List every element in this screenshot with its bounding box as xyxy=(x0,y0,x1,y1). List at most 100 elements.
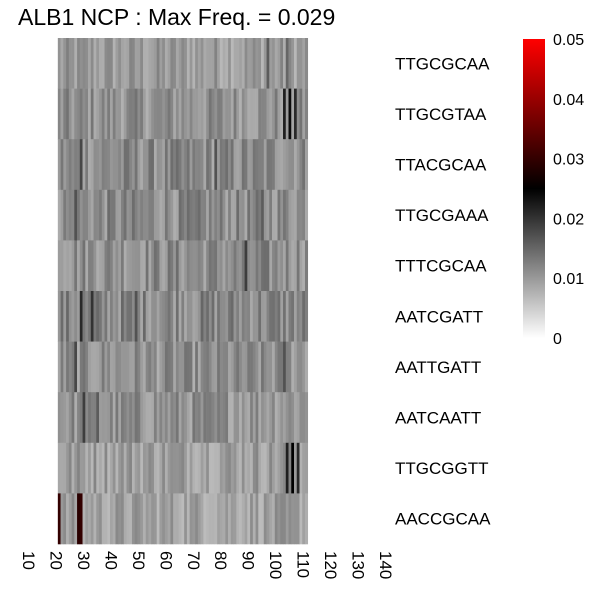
heatmap-cell xyxy=(118,240,122,292)
heatmap-cell xyxy=(250,442,254,494)
heatmap-cell xyxy=(299,442,303,494)
heatmap-cell xyxy=(236,38,240,89)
x-tick-label: 80 xyxy=(211,551,230,570)
heatmap-cell xyxy=(137,442,141,494)
heatmap-cell xyxy=(164,341,168,393)
heatmap-cell xyxy=(126,240,130,292)
heatmap-row xyxy=(57,341,309,393)
heatmap-cell xyxy=(230,38,234,89)
heatmap-cell xyxy=(68,240,72,292)
row-label: TTACGCAA xyxy=(395,156,487,175)
heatmap-cell xyxy=(145,493,149,545)
heatmap-cell xyxy=(112,88,116,140)
heatmap-cell xyxy=(296,341,300,393)
heatmap-cell xyxy=(247,88,251,140)
heatmap-cell xyxy=(175,442,179,494)
heatmap-cell xyxy=(63,291,67,342)
heatmap-cell xyxy=(63,139,67,191)
heatmap-cell xyxy=(230,240,234,292)
heatmap-cell xyxy=(74,88,78,140)
heatmap-cell xyxy=(112,189,116,241)
heatmap-cell xyxy=(250,38,254,89)
heatmap-cell xyxy=(214,291,218,342)
heatmap-cell xyxy=(255,139,259,191)
heatmap-cell xyxy=(263,341,267,393)
heatmap-cell xyxy=(167,392,171,444)
heatmap-cell xyxy=(225,493,229,545)
heatmap-cell xyxy=(162,442,166,494)
heatmap-cell xyxy=(148,442,152,494)
heatmap-cell xyxy=(291,392,295,444)
heatmap-cell xyxy=(140,341,144,393)
heatmap-cell xyxy=(208,139,212,191)
heatmap-cell xyxy=(88,392,92,444)
heatmap-cell xyxy=(162,392,166,444)
heatmap-cell xyxy=(68,392,72,444)
heatmap-cell xyxy=(189,240,193,292)
heatmap-cell xyxy=(217,442,221,494)
heatmap-cell xyxy=(283,88,287,140)
heatmap-cell xyxy=(115,493,119,545)
heatmap-cell xyxy=(285,139,289,191)
heatmap-cell xyxy=(99,38,103,89)
heatmap-cell xyxy=(233,38,237,89)
heatmap-cell xyxy=(304,493,309,545)
colorbar-tick-label: 0.01 xyxy=(553,271,584,288)
heatmap-cell xyxy=(304,240,309,292)
heatmap-cell xyxy=(115,240,119,292)
heatmap-cell xyxy=(195,88,199,140)
heatmap-cell xyxy=(82,493,86,545)
heatmap-cell xyxy=(63,392,67,444)
heatmap-cell xyxy=(241,240,245,292)
heatmap-cell xyxy=(142,442,147,494)
heatmap-cell xyxy=(129,291,133,342)
heatmap-cell xyxy=(244,493,248,545)
heatmap-cell xyxy=(74,341,78,393)
heatmap-cell xyxy=(252,392,256,444)
heatmap-cell xyxy=(145,38,149,89)
heatmap-cell xyxy=(225,341,229,393)
heatmap-cell xyxy=(99,189,103,241)
heatmap-cell xyxy=(145,240,149,292)
heatmap-cell xyxy=(244,139,248,191)
heatmap-cell xyxy=(137,493,141,545)
heatmap-cell xyxy=(153,88,157,140)
row-label: AACCGCAA xyxy=(395,510,491,529)
heatmap-cell xyxy=(239,139,243,191)
heatmap-cell xyxy=(77,240,81,292)
heatmap-cell xyxy=(134,38,138,89)
heatmap-cell xyxy=(283,442,287,494)
heatmap-cell xyxy=(129,493,133,545)
heatmap-cell xyxy=(241,38,245,89)
heatmap-cell xyxy=(112,139,116,191)
heatmap-cell xyxy=(214,88,218,140)
heatmap-cell xyxy=(186,88,190,140)
heatmap-cell xyxy=(288,291,292,342)
heatmap-cell xyxy=(148,139,152,191)
heatmap-cell xyxy=(66,341,70,393)
heatmap-cell xyxy=(252,493,256,545)
heatmap-cell xyxy=(60,88,64,140)
heatmap-cell xyxy=(131,341,136,393)
heatmap-cell xyxy=(162,493,166,545)
heatmap-cell xyxy=(206,493,210,545)
heatmap-cell xyxy=(189,442,193,494)
heatmap-cell xyxy=(85,341,89,393)
heatmap-cell xyxy=(85,88,89,140)
heatmap-cell xyxy=(60,392,64,444)
heatmap-cell xyxy=(178,291,182,342)
heatmap-cell xyxy=(74,240,78,292)
heatmap-cell xyxy=(140,38,144,89)
heatmap-cell xyxy=(167,493,171,545)
heatmap-cell xyxy=(90,493,94,545)
heatmap-cell xyxy=(140,139,144,191)
heatmap-cell xyxy=(197,139,201,191)
heatmap-cell xyxy=(99,392,103,444)
heatmap-cell xyxy=(302,38,306,89)
heatmap-cell xyxy=(299,240,303,292)
heatmap-cell xyxy=(112,240,116,292)
heatmap-cell xyxy=(93,341,97,393)
heatmap-cell xyxy=(134,240,138,292)
heatmap-cell xyxy=(173,240,177,292)
heatmap-cell xyxy=(101,291,105,342)
